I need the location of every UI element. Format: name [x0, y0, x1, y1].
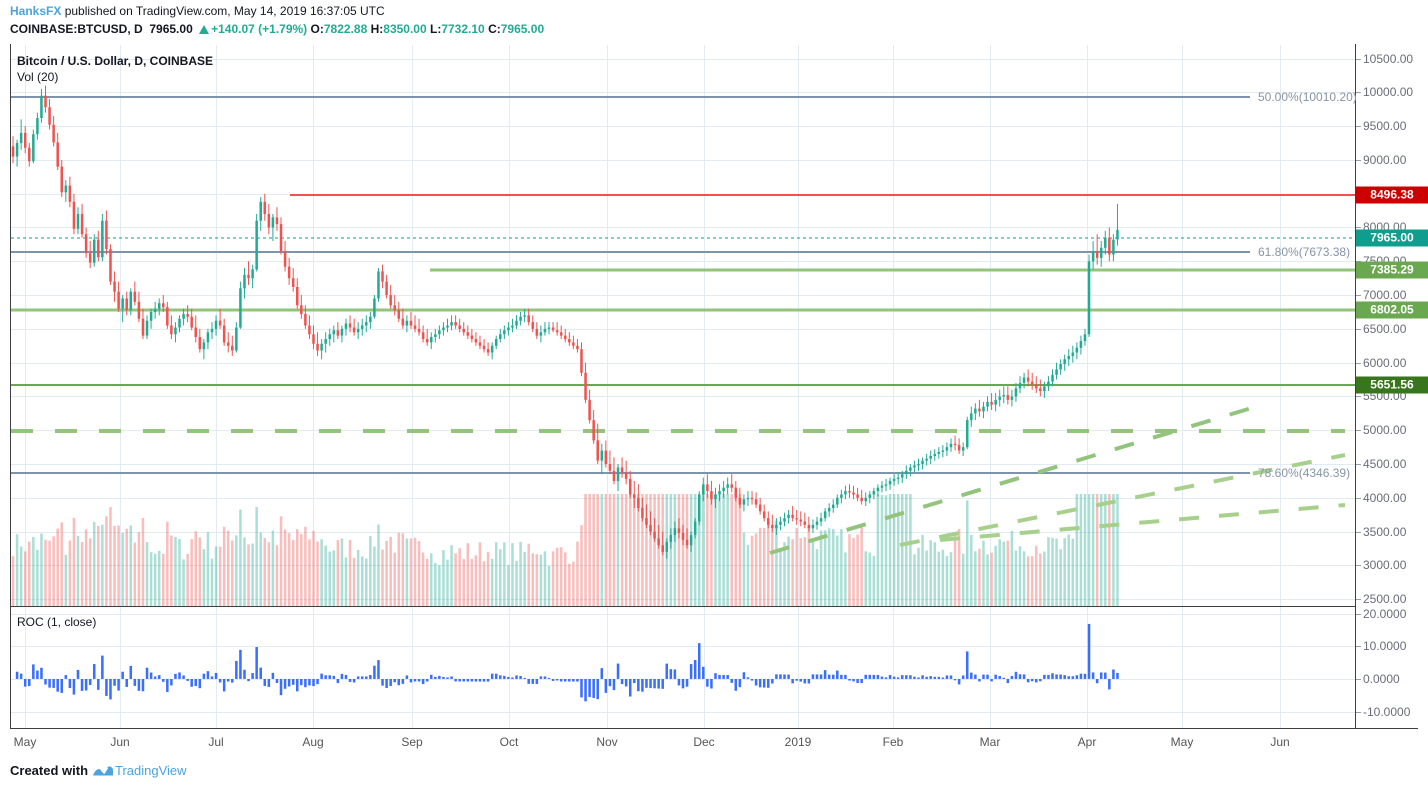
price-tick-mark [1356, 295, 1361, 296]
tradingview-wordmark: TradingView [115, 763, 187, 778]
time-tick-label: Oct [499, 735, 519, 749]
price-tick-mark [1356, 464, 1361, 465]
fib-level-label: 78.60%(4346.39) [1258, 466, 1351, 480]
price-tick-label: 5000.00 [1363, 423, 1407, 438]
roc-tick-mark [1356, 712, 1361, 713]
price-tick-label: 4500.00 [1363, 457, 1407, 472]
fib-level-label: 61.80%(7673.38) [1258, 245, 1351, 259]
roc-tick-mark [1356, 679, 1361, 680]
price-pane[interactable] [11, 45, 1355, 606]
price-tick-mark [1356, 92, 1361, 93]
price-tick-mark [1356, 396, 1361, 397]
triangle-up-icon [199, 25, 210, 34]
close-label: C: [488, 22, 501, 36]
price-tick-mark [1356, 160, 1361, 161]
price-level-tag[interactable]: 5651.56 [1356, 376, 1428, 394]
last-price: 7965.00 [149, 22, 193, 36]
low-value: 7732.10 [441, 22, 485, 36]
price-tick-mark [1356, 532, 1361, 533]
price-tick-mark [1356, 227, 1361, 228]
footer-credit: Created with TradingView [10, 763, 187, 778]
volume-indicator-title: Vol (20) [17, 70, 59, 84]
price-tick-label: 10500.00 [1363, 51, 1414, 66]
low-label: L: [430, 22, 442, 36]
time-tick-label: Dec [693, 735, 715, 749]
price-tick-mark [1356, 59, 1361, 60]
author-name: HanksFX [10, 4, 62, 18]
price-tick-label: 6000.00 [1363, 355, 1407, 370]
time-axis-separator [10, 728, 1418, 729]
time-tick-label: Sep [401, 735, 423, 749]
open-value: 7822.88 [323, 22, 368, 36]
price-tick-label: 7000.00 [1363, 288, 1407, 303]
price-tick-label: 2500.00 [1363, 592, 1407, 607]
published-text: published on TradingView.com, May 14, 20… [61, 4, 385, 18]
price-tick-mark [1356, 498, 1361, 499]
time-tick-label: Mar [979, 735, 1001, 749]
roc-tick-label: 0.0000 [1363, 671, 1400, 686]
time-tick-label: Aug [302, 735, 324, 749]
roc-indicator-title: ROC (1, close) [17, 615, 97, 629]
time-tick-label: May [13, 735, 37, 749]
price-tick-label: 9000.00 [1363, 152, 1407, 167]
price-tick-label: 10000.00 [1363, 85, 1414, 100]
high-label: H: [370, 22, 384, 36]
price-level-tag[interactable]: 8496.38 [1356, 186, 1428, 204]
roc-tick-label: -10.0000 [1363, 704, 1411, 719]
attribution-line: HanksFX published on TradingView.com, Ma… [10, 3, 385, 19]
roc-pane[interactable] [11, 607, 1355, 728]
price-tick-label: 9500.00 [1363, 119, 1407, 134]
price-tick-label: 3500.00 [1363, 524, 1407, 539]
price-change: +140.07 (+1.79%) [211, 22, 308, 36]
time-tick-label: Apr [1077, 735, 1097, 749]
high-value: 8350.00 [383, 22, 427, 36]
symbol-legend: COINBASE:BTCUSD, D 7965.00 +140.07 (+1.7… [10, 21, 544, 37]
roc-tick-mark [1356, 646, 1361, 647]
price-tick-label: 6500.00 [1363, 321, 1407, 336]
roc-canvas [11, 607, 1355, 728]
time-tick-label: 2019 [784, 735, 812, 749]
price-tick-mark [1356, 363, 1361, 364]
price-level-tag[interactable]: 6802.05 [1356, 301, 1428, 319]
time-tick-label: May [1170, 735, 1194, 749]
roc-tick-label: 10.0000 [1363, 639, 1407, 654]
pane-separator [10, 606, 1355, 607]
price-tick-label: 3000.00 [1363, 558, 1407, 573]
price-tick-mark [1356, 126, 1361, 127]
close-value: 7965.00 [500, 22, 545, 36]
open-label: O: [310, 22, 324, 36]
price-level-tag[interactable]: 7965.00 [1356, 229, 1428, 247]
price-tick-mark [1356, 565, 1361, 566]
symbol-label: COINBASE:BTCUSD, D [10, 22, 143, 36]
created-with-label: Created with [10, 763, 89, 778]
roc-tick-mark [1356, 614, 1361, 615]
price-canvas [11, 45, 1355, 606]
tradingview-logo-icon [92, 764, 114, 778]
price-tick-mark [1356, 599, 1361, 600]
price-level-tag[interactable]: 7385.29 [1356, 261, 1428, 279]
fib-level-label: 50.00%(10010.20) [1258, 90, 1357, 104]
price-tick-mark [1356, 430, 1361, 431]
time-tick-label: Jun [1270, 735, 1290, 749]
time-tick-label: Feb [882, 735, 904, 749]
chart-frame [10, 44, 1418, 728]
time-tick-label: Jun [110, 735, 130, 749]
price-pane-title: Bitcoin / U.S. Dollar, D, COINBASE [17, 54, 214, 68]
roc-tick-label: 20.0000 [1363, 606, 1407, 621]
time-tick-label: Jul [208, 735, 224, 749]
price-tick-label: 4000.00 [1363, 490, 1407, 505]
price-axis-separator [1355, 44, 1356, 728]
time-tick-label: Nov [596, 735, 618, 749]
price-tick-mark [1356, 329, 1361, 330]
